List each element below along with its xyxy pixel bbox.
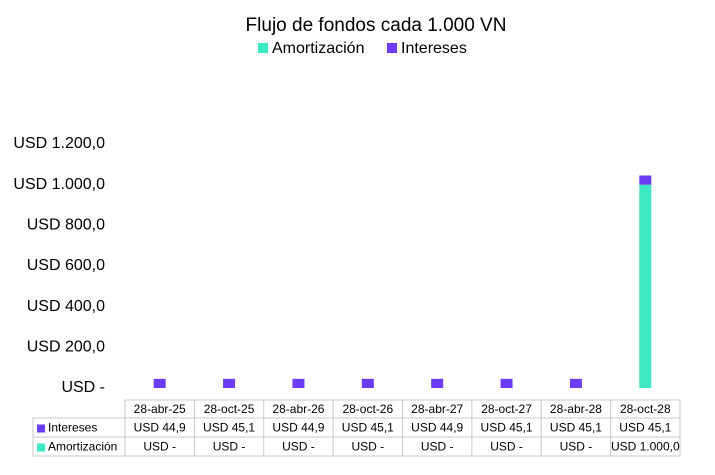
- chart-title: Flujo de fondos cada 1.000 VN: [246, 15, 507, 36]
- table-value: USD 45,1: [481, 421, 533, 435]
- x-tick-label: 28-abr-25: [134, 402, 186, 416]
- y-tick-label: USD 1.200,0: [13, 135, 105, 152]
- legend-swatch: [258, 43, 268, 53]
- table-value: USD 44,9: [272, 421, 324, 435]
- legend-label: Intereses: [401, 40, 467, 57]
- table-value: USD 45,1: [342, 421, 394, 435]
- bar-segment: [639, 184, 652, 388]
- y-tick-label: USD 800,0: [27, 217, 105, 234]
- bar-segment: [223, 378, 236, 388]
- x-tick-label: 28-abr-26: [272, 402, 324, 416]
- y-tick-label: USD 1.000,0: [13, 176, 105, 193]
- table-value: USD 44,9: [134, 421, 186, 435]
- table-legend-key: [37, 424, 45, 433]
- table-value: USD 44,9: [411, 421, 463, 435]
- table-value: USD -: [282, 440, 315, 454]
- table-value: USD 45,1: [619, 421, 671, 435]
- bar-segment: [292, 378, 305, 388]
- table-value: USD -: [213, 440, 246, 454]
- x-tick-label: 28-abr-28: [550, 402, 602, 416]
- bar-segment: [639, 175, 652, 185]
- data-table: [32, 399, 681, 457]
- table-value: USD -: [560, 440, 593, 454]
- y-tick-label: USD 600,0: [27, 257, 105, 274]
- x-tick-label: 28-oct-26: [342, 402, 393, 416]
- y-tick-label: USD 200,0: [27, 339, 105, 356]
- x-tick-label: 28-oct-25: [204, 402, 255, 416]
- bar-segment: [431, 378, 444, 388]
- table-value: USD 45,1: [203, 421, 255, 435]
- table-value: USD 45,1: [550, 421, 602, 435]
- bar-segment: [153, 378, 166, 388]
- table-value: USD -: [490, 440, 523, 454]
- table-value: USD -: [143, 440, 176, 454]
- x-tick-label: 28-oct-28: [620, 402, 671, 416]
- table-value: USD -: [351, 440, 384, 454]
- table-row-label: Amortización: [48, 440, 117, 454]
- table-legend-key: [37, 443, 45, 452]
- table-value: USD -: [421, 440, 454, 454]
- x-tick-label: 28-abr-27: [411, 402, 463, 416]
- bar-segment: [500, 378, 513, 388]
- legend-label: Amortización: [272, 40, 364, 57]
- table-value: USD 1.000,0: [611, 440, 680, 454]
- y-tick-label: USD 400,0: [27, 298, 105, 315]
- bar-segment: [569, 378, 582, 388]
- bar-segment: [361, 378, 374, 388]
- legend-swatch: [387, 43, 397, 53]
- table-row-label: Intereses: [48, 421, 97, 435]
- y-tick-label: USD -: [61, 379, 105, 396]
- x-tick-label: 28-oct-27: [481, 402, 532, 416]
